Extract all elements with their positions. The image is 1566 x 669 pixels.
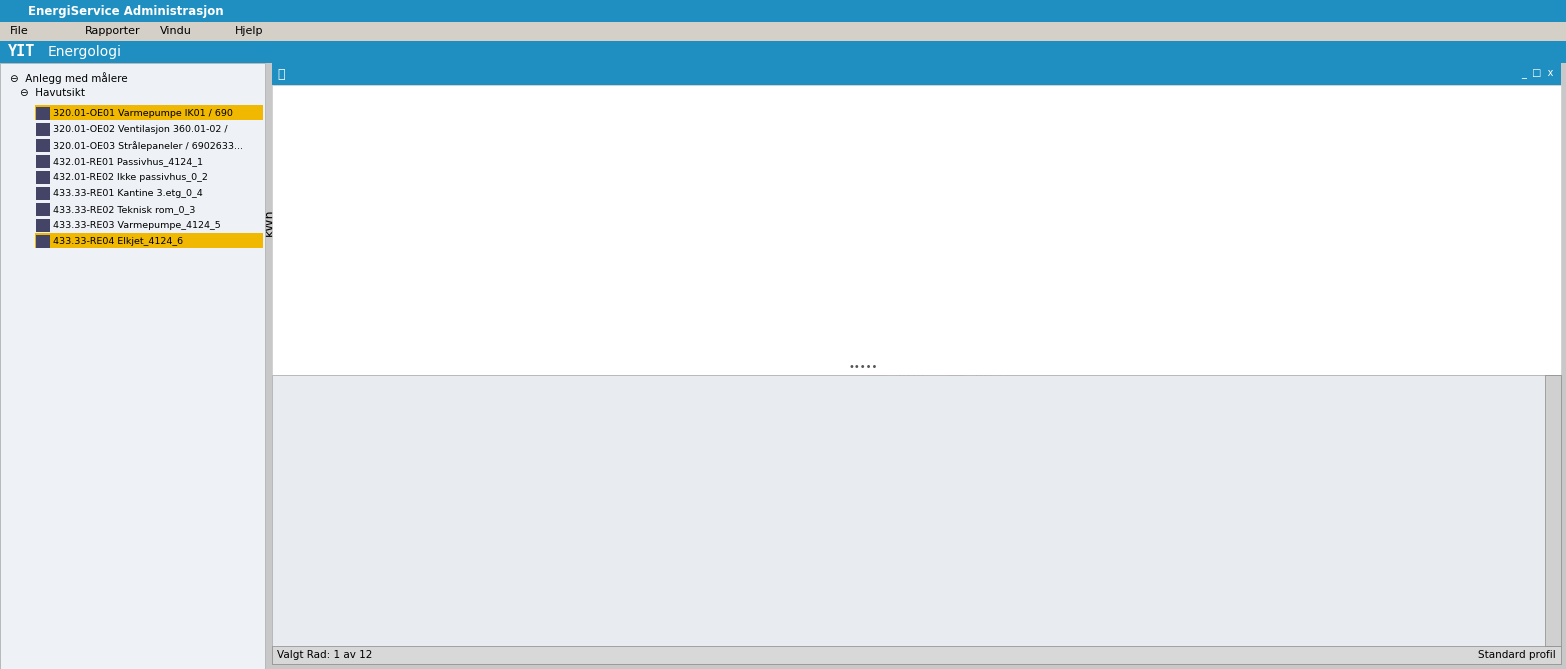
Bar [0, 22, 1566, 41]
Bar [1149, 296, 1196, 317]
Text: File: File [9, 26, 28, 36]
Text: ⊖  Havutsikt: ⊖ Havutsikt [20, 88, 85, 98]
Bar [1546, 375, 1561, 646]
Bar [673, 206, 720, 317]
Bar [578, 204, 625, 317]
Bar [36, 203, 50, 216]
Bar [0, 41, 1566, 63]
Text: ⊖  Anlegg med målere: ⊖ Anlegg med målere [9, 72, 127, 84]
Text: Vindu: Vindu [160, 26, 193, 36]
Text: YIT: YIT [8, 45, 36, 60]
Bar [1248, 217, 1295, 317]
Text: 320.01-OE03 Strålepaneler / 6902633...: 320.01-OE03 Strålepaneler / 6902633... [53, 141, 243, 151]
Text: 432.01-RE01 Passivhus_4124_1: 432.01-RE01 Passivhus_4124_1 [53, 157, 204, 167]
Bar [1434, 198, 1483, 317]
Text: •••••: ••••• [849, 362, 877, 372]
Text: 433.33-RE01 Kantine 3.etg_0_4: 433.33-RE01 Kantine 3.etg_0_4 [53, 189, 202, 199]
Text: Energologi: Energologi [49, 45, 122, 59]
Bar [272, 646, 1561, 664]
Bar [36, 187, 50, 200]
Bar [36, 155, 50, 168]
X-axis label: Måned: Måned [916, 345, 957, 359]
Y-axis label: kWh: kWh [263, 208, 276, 235]
Text: Valgt Rad: 1 av 12: Valgt Rad: 1 av 12 [277, 650, 373, 660]
Bar [1439, 197, 1486, 317]
Title: Måned  Forbruk: Måned Forbruk [843, 100, 1030, 120]
Bar [0, 63, 265, 669]
Bar [272, 85, 1561, 375]
Bar [36, 171, 50, 184]
Bar [36, 123, 50, 136]
Bar [387, 138, 435, 317]
Bar [1153, 294, 1200, 317]
Bar [962, 315, 1010, 317]
Bar [1245, 219, 1292, 317]
Text: EnergiService Administrasjon: EnergiService Administrasjon [28, 5, 224, 17]
Bar [866, 316, 915, 317]
Bar [677, 205, 723, 317]
Text: 433.33-RE02 Teknisk rom_0_3: 433.33-RE02 Teknisk rom_0_3 [53, 205, 196, 215]
Bar [1344, 214, 1391, 317]
Bar [772, 140, 819, 317]
Legend: 2014, 2013: 2014, 2013 [866, 365, 1007, 387]
Bar [36, 219, 50, 232]
Text: 433.33-RE04 Elkjet_4124_6: 433.33-RE04 Elkjet_4124_6 [53, 237, 183, 246]
Text: 320.01-OE02 Ventilasjon 360.01-02 /: 320.01-OE02 Ventilasjon 360.01-02 / [53, 126, 227, 134]
Bar [485, 157, 532, 317]
Text: ⎗: ⎗ [277, 68, 285, 80]
Text: Hjelp: Hjelp [235, 26, 263, 36]
Bar [272, 63, 1561, 85]
Text: _  □  x: _ □ x [1521, 69, 1553, 79]
Bar [36, 235, 50, 248]
Bar [34, 233, 263, 248]
Bar [272, 375, 1561, 664]
Text: Rapporter: Rapporter [85, 26, 141, 36]
Bar [1340, 215, 1387, 317]
Bar [390, 137, 438, 317]
Bar [0, 0, 1566, 22]
Text: 432.01-RE02 Ikke passivhus_0_2: 432.01-RE02 Ikke passivhus_0_2 [53, 173, 208, 183]
Text: 433.33-RE03 Varmepumpe_4124_5: 433.33-RE03 Varmepumpe_4124_5 [53, 221, 221, 231]
Text: Standard profil: Standard profil [1478, 650, 1557, 660]
Bar [36, 107, 50, 120]
Bar [34, 105, 263, 120]
Text: 320.01-OE01 Varmepumpe IK01 / 690: 320.01-OE01 Varmepumpe IK01 / 690 [53, 110, 233, 118]
Bar [36, 139, 50, 152]
Bar [482, 158, 529, 317]
Bar [581, 203, 628, 317]
Bar [767, 142, 816, 317]
